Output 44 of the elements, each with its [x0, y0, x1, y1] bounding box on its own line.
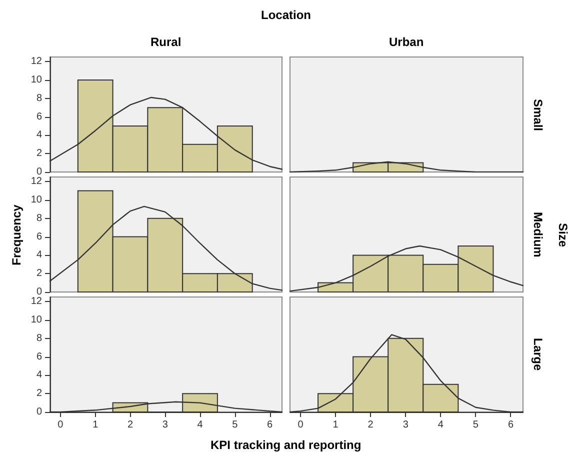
y-tick-label: 12: [30, 296, 42, 308]
y-tick-label: 2: [36, 148, 42, 160]
x-tick-label: 3: [402, 420, 409, 430]
x-tick-label: 4: [197, 420, 204, 430]
x-tick-label: 0: [298, 420, 304, 430]
y-tick-label: 0: [36, 406, 42, 418]
text: Size: [556, 222, 570, 247]
x-axis-title: KPI tracking and reporting: [210, 438, 362, 452]
chart-title: Urban: [389, 35, 424, 49]
y-tick-label: 2: [36, 388, 42, 400]
y-tick-label: 2: [36, 268, 42, 280]
y-tick-label: 12: [30, 176, 42, 188]
x-tick-label: 1: [332, 420, 339, 430]
chart-title: Rural: [150, 35, 182, 49]
y-tick-label: 4: [36, 370, 42, 381]
x-tick-label: 5: [472, 420, 479, 430]
y-tick-label: 8: [36, 92, 42, 104]
x-tick-label: 2: [368, 420, 374, 430]
x-tick-label: 6: [267, 420, 274, 430]
x-tick-label: 0: [58, 420, 64, 430]
y-tick-label: 0: [36, 286, 42, 298]
x-tick-label: 4: [438, 420, 444, 430]
x-tick-label: 1: [92, 420, 99, 430]
x-tick-label: 5: [232, 420, 238, 430]
y-tick-label: 10: [30, 194, 42, 206]
y-tick-label: 12: [30, 56, 42, 68]
x-tick-label: 6: [508, 420, 514, 430]
text: Large: [531, 338, 545, 371]
x-tick-label: 2: [127, 420, 134, 430]
y-axis-title: Frequency: [8, 204, 23, 265]
text: Small: [531, 98, 545, 131]
y-tick-label: 0: [36, 166, 42, 178]
y-tick-label: 4: [36, 250, 42, 261]
y-tick-label: 4: [36, 130, 42, 141]
text: Medium: [531, 212, 545, 258]
y-tick-label: 6: [36, 231, 42, 242]
y-tick-label: 10: [30, 74, 42, 86]
y-tick-label: 8: [36, 212, 42, 224]
y-tick-label: 6: [36, 111, 42, 122]
x-tick-label: 3: [162, 420, 168, 430]
y-tick-label: 8: [36, 332, 42, 344]
y-tick-label: 10: [30, 314, 42, 326]
text: Location: [261, 8, 311, 22]
y-tick-label: 6: [36, 351, 42, 362]
